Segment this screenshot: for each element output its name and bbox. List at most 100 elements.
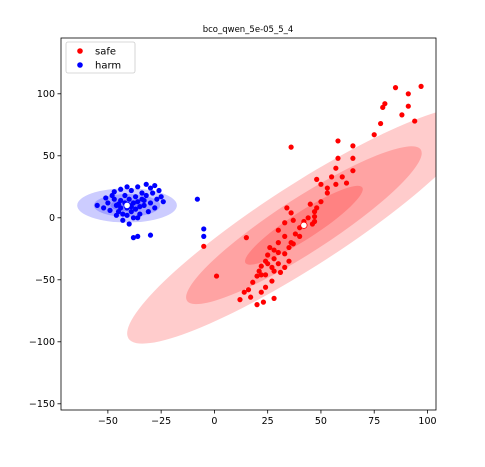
harm-point xyxy=(107,207,113,213)
harm-point xyxy=(122,192,128,199)
safe-point xyxy=(343,180,350,186)
safe-point xyxy=(286,244,292,251)
safe-point xyxy=(318,181,324,187)
safe-point xyxy=(275,227,281,233)
y-tick-label: −150 xyxy=(29,399,55,410)
harm-point xyxy=(152,182,158,189)
legend-marker-safe xyxy=(77,48,83,54)
safe-point xyxy=(250,279,256,285)
safe-point xyxy=(288,210,294,216)
safe-point xyxy=(399,112,405,118)
density-ellipses xyxy=(77,106,436,344)
harm-point xyxy=(120,211,126,217)
safe-point xyxy=(265,261,271,267)
chart-title: bco_qwen_5e-05_5_4 xyxy=(203,25,294,35)
safe-point xyxy=(307,201,313,207)
harm-point xyxy=(111,189,117,195)
safe-point xyxy=(241,289,247,295)
x-tick-label: 25 xyxy=(262,416,274,427)
harm-point xyxy=(152,205,158,211)
safe-point xyxy=(237,297,243,303)
mean-markers xyxy=(123,201,308,229)
plot-area-border xyxy=(60,37,437,411)
x-tick-label: 100 xyxy=(418,416,436,427)
x-tick-label: 0 xyxy=(211,416,217,427)
harm-point xyxy=(115,201,122,207)
harm-point xyxy=(141,202,147,208)
safe-point xyxy=(277,269,284,275)
harm-point xyxy=(124,212,130,218)
harm-point xyxy=(145,209,151,215)
x-axis: −50 −25 0 25 50 75 100 xyxy=(98,410,437,427)
safe-point xyxy=(371,132,377,138)
safe-point xyxy=(405,103,411,109)
legend-label-safe: safe xyxy=(95,47,116,58)
harm-point xyxy=(101,205,107,211)
harm-point xyxy=(135,233,141,239)
safe-point xyxy=(213,273,220,279)
harm-point xyxy=(132,206,139,212)
safe-point xyxy=(282,220,288,226)
harm-point xyxy=(130,235,137,241)
harm-point xyxy=(137,204,143,210)
safe-point xyxy=(201,243,207,249)
safe-point xyxy=(305,215,311,221)
harm-point xyxy=(147,185,154,191)
data-points xyxy=(94,83,424,308)
safe-point xyxy=(284,205,290,211)
safe-point xyxy=(258,289,264,295)
safe-point xyxy=(254,302,260,308)
harm-point xyxy=(132,194,139,200)
safe-point xyxy=(324,190,330,196)
safe-point xyxy=(350,168,356,174)
harm-point xyxy=(201,233,207,239)
safe-point xyxy=(258,263,264,269)
safe-point xyxy=(392,85,399,91)
harm-point xyxy=(105,200,111,206)
harm-point xyxy=(126,196,132,202)
safe-point xyxy=(324,185,330,191)
harm-point xyxy=(147,232,154,238)
safe-point xyxy=(275,249,281,256)
safe-point xyxy=(405,91,411,97)
y-tick-label: 50 xyxy=(43,151,55,162)
safe-point xyxy=(380,104,386,111)
x-tick-label: −25 xyxy=(151,416,171,427)
safe-point xyxy=(311,213,318,220)
safe-mean-marker xyxy=(300,221,308,229)
harm-point xyxy=(135,184,141,190)
safe-point xyxy=(248,294,254,300)
safe-point xyxy=(288,144,294,150)
safe-point xyxy=(245,287,252,293)
harm-point xyxy=(147,200,154,206)
safe-point xyxy=(262,284,269,290)
safe-point xyxy=(260,299,267,305)
harm-point xyxy=(139,190,145,196)
safe-point xyxy=(333,165,339,171)
legend-label-harm: harm xyxy=(95,61,121,72)
safe-point xyxy=(333,181,339,187)
y-tick-label: −100 xyxy=(29,337,55,348)
harm-point xyxy=(135,215,141,221)
safe-point xyxy=(275,261,281,267)
safe-point xyxy=(309,221,316,227)
safe-point xyxy=(258,272,264,278)
safe-point xyxy=(318,199,324,205)
x-tick-label: −50 xyxy=(98,416,118,427)
harm-point xyxy=(201,226,207,232)
safe-point xyxy=(286,258,292,264)
safe-point xyxy=(297,233,303,239)
harm-mean-marker xyxy=(123,201,131,209)
safe-point xyxy=(243,235,249,241)
safe-point xyxy=(311,209,318,215)
legend-box xyxy=(65,41,136,74)
safe-point xyxy=(339,174,345,180)
x-tick-label: 75 xyxy=(368,416,380,427)
harm-point xyxy=(150,190,156,196)
harm-point xyxy=(141,197,147,204)
y-tick-label: 100 xyxy=(37,89,55,100)
harm-point xyxy=(143,181,149,187)
safe-point xyxy=(262,272,269,278)
safe-point xyxy=(267,244,273,251)
